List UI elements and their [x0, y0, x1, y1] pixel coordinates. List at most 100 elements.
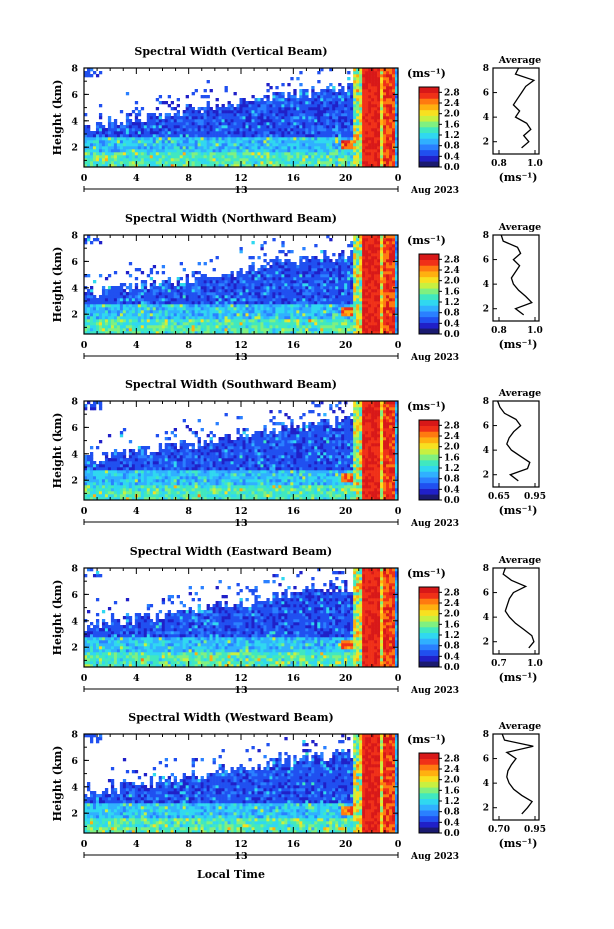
heatmap-cell: [365, 277, 369, 281]
heatmap-cell: [176, 319, 180, 323]
heatmap-cell: [275, 271, 279, 275]
heatmap-cell: [275, 262, 279, 266]
heatmap-cell: [137, 125, 142, 129]
heatmap-cell: [266, 161, 270, 165]
heatmap-cell: [251, 113, 255, 117]
heatmap-cell: [287, 298, 291, 302]
heatmap-cell: [185, 155, 189, 159]
heatmap-cell: [209, 283, 213, 287]
heatmap-cell: [113, 137, 118, 141]
heatmap-cell: [227, 164, 231, 168]
heatmap-cell: [128, 328, 133, 332]
heatmap-cell: [209, 164, 213, 168]
heatmap-cell: [308, 125, 312, 129]
heatmap-cell: [365, 80, 369, 84]
heatmap-cell: [269, 271, 273, 275]
heatmap-cell: [185, 286, 189, 290]
heatmap-cell: [368, 295, 372, 299]
heatmap-cell: [389, 244, 393, 248]
heatmap-cell: [236, 322, 240, 326]
heatmap-cell: [260, 116, 264, 120]
heatmap-cell: [353, 140, 357, 144]
heatmap-cell: [101, 128, 106, 132]
heatmap-cell: [155, 119, 160, 123]
heatmap-cell: [350, 280, 354, 284]
heatmap-cell: [308, 101, 312, 105]
heatmap-cell: [386, 316, 390, 320]
heatmap-cell: [395, 289, 399, 293]
heatmap-cell: [236, 271, 240, 275]
heatmap-cell: [299, 307, 303, 311]
heatmap-cell: [284, 301, 288, 305]
heatmap-cell: [110, 286, 115, 290]
heatmap-cell: [383, 328, 387, 332]
heatmap-cell: [323, 292, 327, 296]
heatmap-cell: [362, 71, 366, 75]
heatmap-cell: [335, 149, 339, 153]
heatmap-cell: [359, 256, 363, 260]
heatmap-cell: [281, 95, 285, 99]
heatmap-cell: [284, 310, 288, 314]
heatmap-cell: [290, 125, 294, 129]
heatmap-cell: [356, 71, 360, 75]
heatmap-cell: [140, 319, 145, 323]
heatmap-cell: [392, 158, 396, 162]
heatmap-cell: [356, 77, 360, 81]
heatmap-cell: [389, 292, 393, 296]
heatmap-cell: [191, 307, 195, 311]
heatmap-cell: [353, 122, 357, 126]
heatmap-cell: [191, 158, 195, 162]
heatmap-cell: [248, 164, 252, 168]
heatmap-cell: [377, 292, 381, 296]
heatmap-cell: [350, 292, 354, 296]
heatmap-cell: [224, 295, 228, 299]
heatmap-cell: [86, 155, 91, 159]
heatmap-cell: [380, 277, 384, 281]
heatmap-cell: [134, 122, 139, 126]
heatmap-cell: [347, 262, 351, 266]
heatmap-cell: [326, 122, 330, 126]
heatmap-cell: [179, 331, 183, 335]
heatmap-cell: [248, 110, 252, 114]
heatmap-cell: [179, 286, 183, 290]
heatmap-cell: [308, 146, 312, 150]
heatmap-cell: [362, 280, 366, 284]
heatmap-cell: [149, 152, 154, 156]
heatmap-cell: [311, 256, 315, 260]
heatmap-cell: [371, 265, 375, 269]
heatmap-cell: [269, 289, 273, 293]
heatmap-cell: [281, 146, 285, 150]
heatmap-cell: [182, 155, 186, 159]
heatmap-cell: [152, 295, 157, 299]
heatmap-cell: [326, 113, 330, 117]
heatmap-cell: [311, 331, 315, 335]
heatmap-cell: [242, 319, 246, 323]
heatmap-cell: [305, 158, 309, 162]
heatmap-cell: [149, 310, 154, 314]
heatmap-cell: [209, 131, 213, 135]
heatmap-cell: [212, 292, 216, 296]
heatmap-cell: [368, 119, 372, 123]
heatmap-cell: [188, 113, 192, 117]
heatmap-cell: [395, 92, 399, 96]
avg-title: Average: [498, 55, 541, 66]
heatmap-cell: [380, 95, 384, 99]
heatmap-cell: [317, 313, 321, 317]
heatmap-cell: [368, 83, 372, 87]
heatmap-cell: [212, 113, 216, 117]
heatmap-cell: [371, 143, 375, 147]
heatmap-cell: [170, 307, 175, 311]
heatmap-cell: [287, 125, 291, 129]
heatmap-cell: [236, 328, 240, 332]
heatmap-cell: [272, 155, 276, 159]
heatmap-cell: [296, 274, 300, 278]
heatmap-cell: [200, 125, 204, 129]
heatmap-cell: [209, 107, 213, 111]
heatmap-cell: [176, 316, 180, 320]
heatmap-cell: [395, 155, 399, 159]
heatmap-cell: [293, 107, 297, 111]
heatmap-cell: [284, 164, 288, 168]
heatmap-cell: [365, 83, 369, 87]
heatmap-cell: [311, 161, 315, 165]
heatmap-cell: [320, 98, 324, 102]
